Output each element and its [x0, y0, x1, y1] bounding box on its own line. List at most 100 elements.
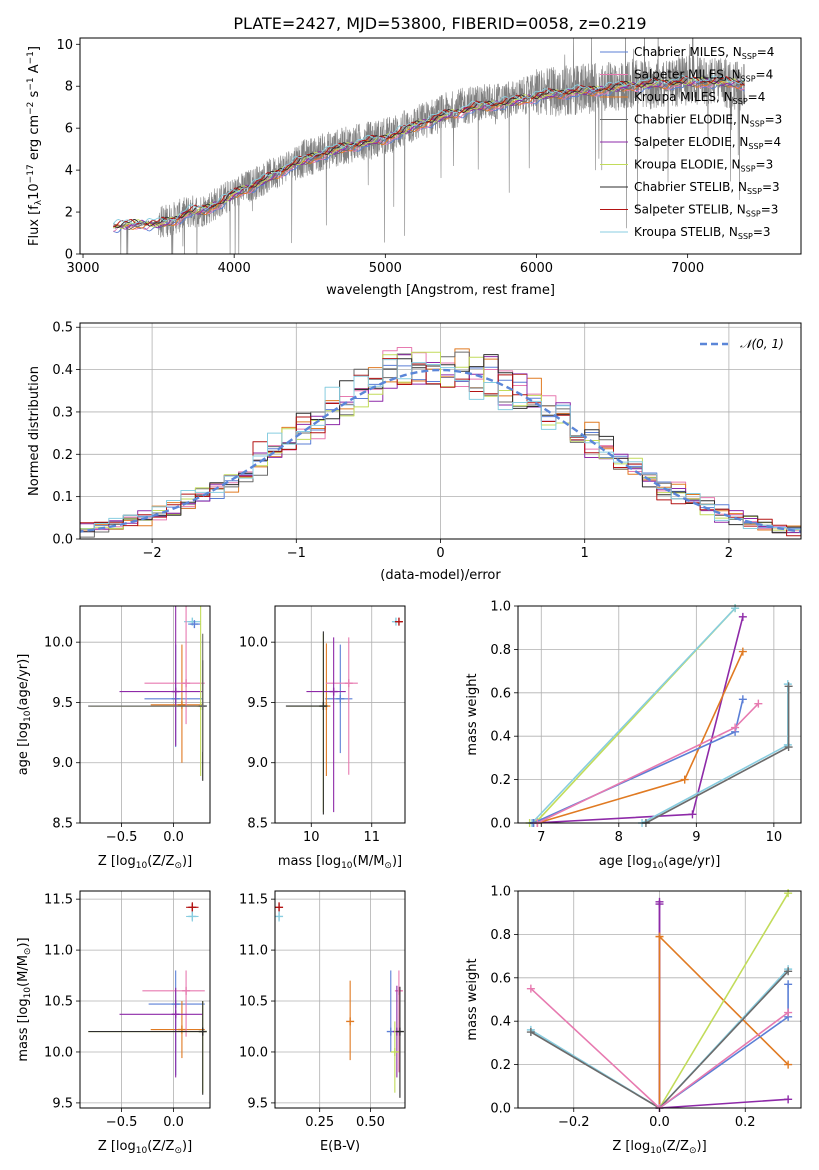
mass-weight-line [537, 703, 759, 824]
x-tick-label: 1 [581, 546, 589, 561]
mass-weight-vs-metallicity-panel: −0.2 0.0 0.2 0.0 0.2 0.4 0.6 0.8 1.0 Z [log10(Z/Z… [465, 885, 802, 1156]
legend-label: Chabrier MILES, NSSP=4 [634, 45, 774, 61]
y-tick-label: 11.0 [44, 944, 73, 959]
x-axis-label-part: Z [log [98, 854, 136, 869]
mass-weight-line [531, 607, 736, 824]
axes-frame [517, 605, 802, 824]
x-tick-label: 4000 [218, 261, 251, 276]
x-axis-label: Z [log10(Z/Z⊙)] [98, 1139, 192, 1156]
mass-weight-marker [784, 743, 793, 752]
mass-weight-marker [526, 1028, 535, 1037]
legend-label-text: Chabrier MILES, N [634, 45, 742, 59]
legend-label-tail: =3 [765, 113, 783, 127]
axes-frame [274, 605, 406, 824]
x-axis-label: wavelength [Angstrom, rest frame] [326, 283, 555, 298]
x-tick-label: −0.5 [106, 830, 138, 845]
x-tick-label: 11 [363, 830, 380, 845]
legend-label-text: Kroupa ELODIE, N [634, 158, 741, 172]
residuals-legend: 𝒩(0, 1) [700, 337, 784, 351]
x-tick-label: 10 [303, 830, 320, 845]
y-tick-label: 10.0 [44, 1045, 73, 1060]
y-tick-label: 4 [65, 164, 73, 179]
x-axis-label: Z [log10(Z/Z⊙)] [612, 1139, 706, 1156]
x-axis-label-part: ⊙ [384, 861, 392, 871]
x-axis-label-part: )] [697, 1139, 707, 1154]
y-axis-label-part: −1 [26, 77, 36, 90]
x-axis-label-part: (Z/Z [147, 1139, 174, 1154]
mass-weight-marker [738, 612, 747, 621]
figure-title: PLATE=2427, MJD=53800, FIBERID=0058, z=0… [233, 14, 646, 33]
legend-label: Kroupa ELODIE, NSSP=3 [634, 158, 773, 174]
model-fit-line [112, 75, 745, 225]
x-axis-label-part: )] [392, 854, 402, 869]
residuals-panel: −2 −1 0 1 2 0.0 0.1 0.2 0.3 0.4 0.5 (data-model)/er… [27, 321, 802, 583]
x-axis-label-part: (M/M [353, 854, 385, 869]
y-tick-label: 0 [65, 248, 73, 263]
x-axis-label: age [log10(age/yr)] [599, 854, 721, 871]
x-tick-label: −2 [143, 546, 162, 561]
y-tick-label: 0.0 [490, 1102, 511, 1117]
plot-area [112, 38, 746, 254]
data-point-marker [177, 1025, 186, 1034]
grid-lines [80, 606, 210, 824]
legend-label-text: Chabrier STELIB, N [634, 180, 747, 194]
x-tick-label: 8 [615, 830, 623, 845]
x-axis-label-part: 10 [341, 861, 353, 871]
grid-lines [518, 605, 801, 824]
y-axis-label-part: A [27, 64, 42, 77]
axes: −0.5 0.09.510.010.511.011.5Z [log10(Z/Z⊙)… [16, 890, 211, 1156]
y-axis-label-part: 10 [27, 183, 42, 200]
y-axis-label-part: (age/yr)] [16, 654, 31, 711]
y-axis-label: Flux [fλ10−17 erg cm−2 s−1 A−1] [26, 46, 44, 246]
y-tick-label: 9.0 [247, 756, 268, 771]
y-axis-label-part: 10 [23, 710, 33, 722]
x-tick-label: 7 [537, 830, 545, 845]
data-point-marker [182, 986, 191, 995]
y-axis-label-part: erg cm [27, 115, 42, 164]
y-axis-label-part: )] [16, 937, 31, 947]
age-vs-metallicity-panel: −0.5 0.08.59.09.510.0Z [log10(Z/Z⊙)]age [… [16, 605, 211, 871]
y-axis-label-part: Flux [f [27, 205, 42, 246]
y-axis-label-part: ⊙ [23, 948, 33, 956]
spectrum-panel: 3000 4000 5000 6000 7000 0 2 4 6 8 10 wavelength [A… [26, 37, 802, 298]
x-axis-label-part: (Z/Z [662, 1139, 689, 1154]
axes-frame [79, 890, 211, 1109]
y-tick-label: 6 [65, 122, 73, 137]
y-tick-label: 10.0 [239, 636, 268, 651]
x-axis-label-part: 10 [652, 861, 664, 871]
x-axis-label-part: 10 [136, 1146, 148, 1156]
x-tick-label: 5000 [369, 261, 402, 276]
mass-weight-marker [784, 889, 793, 898]
x-tick-label: 0.0 [163, 1115, 184, 1130]
y-tick-label: 10.0 [44, 636, 73, 651]
plot-area [88, 606, 207, 781]
axes: −0.5 0.08.59.09.510.0Z [log10(Z/Z⊙)]age [… [16, 605, 211, 871]
legend-label-sub: SSP [741, 165, 756, 174]
model-fit-line [113, 80, 745, 232]
y-tick-label: 1.0 [490, 600, 511, 615]
x-axis-label-part: ⊙ [689, 1146, 697, 1156]
legend-label-text: Kroupa MILES, N [634, 90, 733, 104]
legend-label-tail: =3 [761, 203, 779, 217]
legend-label-sub: SSP [733, 97, 748, 106]
legend-label: 𝒩(0, 1) [740, 337, 784, 351]
data-point-marker [198, 1027, 207, 1036]
data-point-marker [198, 702, 207, 711]
x-tick-label: 0.2 [735, 1115, 756, 1130]
y-tick-label: 0.5 [52, 321, 73, 336]
residual-histogram-step [80, 358, 801, 539]
plot-area [275, 902, 404, 1098]
y-tick-label: 9.5 [247, 696, 268, 711]
legend-label: Kroupa STELIB, NSSP=3 [634, 225, 771, 241]
data-point-marker [329, 687, 338, 696]
y-tick-label: 0.4 [52, 363, 73, 378]
y-axis-label-part: mass [log [16, 998, 31, 1061]
x-axis-label-part: (age/yr)] [663, 854, 720, 869]
x-tick-label: 0.0 [163, 830, 184, 845]
legend-label-sub: SSP [747, 187, 762, 196]
axes: 3000 4000 5000 6000 7000 0 2 4 6 8 10 wavelength [A… [26, 37, 802, 298]
legend-label-sub: SSP [742, 52, 757, 61]
axes-frame [79, 37, 802, 255]
